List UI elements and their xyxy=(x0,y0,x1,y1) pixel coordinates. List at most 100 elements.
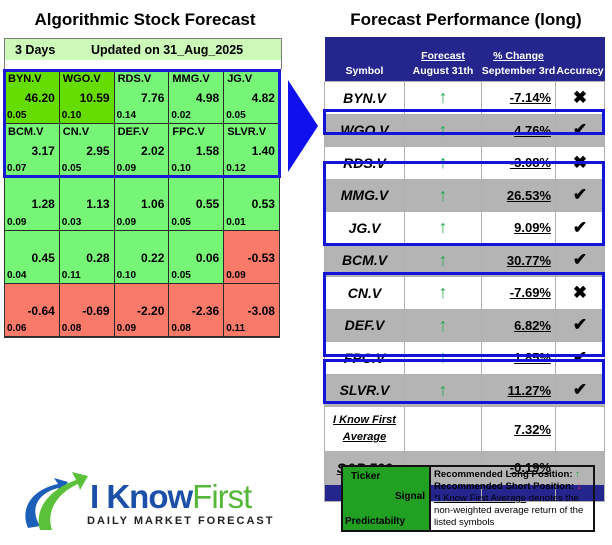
cell-predictability: 0.05 xyxy=(171,269,191,281)
col-forecast: Forecast August 31th xyxy=(404,37,482,82)
row-change[interactable]: 11.27% xyxy=(481,373,556,407)
cell-predictability: 0.05 xyxy=(7,110,27,122)
cell-predictability: 0.06 xyxy=(7,323,27,334)
cell-signal: 46.20 xyxy=(24,91,55,105)
legend-sample-cell: Ticker Signal Predictabilty xyxy=(343,467,431,530)
up-arrow-icon: ↑ xyxy=(575,469,581,480)
row-symbol: BCM.V xyxy=(324,243,405,277)
row-symbol: SLVR.V xyxy=(324,373,405,407)
grid-cell: 0.53 0.01 xyxy=(224,177,279,231)
cell-ticker: DEF.V xyxy=(117,126,149,139)
row-symbol: FPC.V xyxy=(324,341,405,375)
cell-predictability: 0.10 xyxy=(61,110,82,122)
grid-cell: 0.55 0.05 xyxy=(169,177,225,231)
row-change[interactable]: -3.08% xyxy=(481,146,556,180)
grid-cell: -2.36 0.08 xyxy=(169,283,225,337)
row-change[interactable]: 30.77% xyxy=(481,243,556,277)
benchmark-change[interactable]: -0.19% xyxy=(481,451,556,485)
row-change[interactable]: -7.14% xyxy=(481,81,556,115)
cell-ticker: BYN.V xyxy=(8,73,42,85)
cell-predictability: 0.09 xyxy=(116,163,137,175)
cell-predictability: 0.08 xyxy=(61,323,82,334)
grid-cell: -2.20 0.09 xyxy=(114,283,170,337)
cell-signal: 1.13 xyxy=(86,197,110,212)
grid-cell: DEF.V 2.02 0.09 xyxy=(114,124,170,178)
grid-cell: RDS.V 7.76 0.14 xyxy=(114,71,170,125)
cell-signal: 10.59 xyxy=(79,91,110,105)
cell-signal: -0.69 xyxy=(82,303,110,318)
cross-icon: ✖ xyxy=(555,276,605,310)
cell-signal: 0.22 xyxy=(141,250,165,265)
col-accuracy: Accuracy xyxy=(555,37,605,82)
up-arrow-icon: ↑ xyxy=(404,341,482,375)
legend-box: Ticker Signal Predictabilty Recommended … xyxy=(341,465,595,532)
cross-icon: ✖ xyxy=(555,81,605,115)
cell-predictability: 0.10 xyxy=(116,269,137,281)
cell-ticker: WGO.V xyxy=(62,73,101,85)
row-change[interactable]: 1.85% xyxy=(481,341,556,375)
table-row: MMG.V ↑ 26.53% ✔ xyxy=(324,178,605,212)
logo-tagline: DAILY MARKET FORECAST xyxy=(87,515,275,527)
cell-predictability: 0.05 xyxy=(226,110,246,122)
cell-predictability: 0.09 xyxy=(226,269,246,281)
cell-predictability: 0.11 xyxy=(226,323,246,334)
cross-icon: ✖ xyxy=(555,146,605,180)
cell-signal: 1.06 xyxy=(141,197,165,212)
grid-cell: BCM.V 3.17 0.07 xyxy=(5,124,60,178)
check-icon: ✔ xyxy=(555,211,605,245)
cell-signal: -3.08 xyxy=(247,303,275,318)
row-change[interactable]: 4.76% xyxy=(481,113,556,147)
legend-ticker: Ticker xyxy=(351,471,381,482)
up-arrow-icon: ↑ xyxy=(404,243,482,277)
table-row: RDS.V ↑ -3.08% ✖ xyxy=(324,146,605,180)
cell-signal: 2.02 xyxy=(141,144,165,159)
up-arrow-icon: ↑ xyxy=(404,276,482,310)
col-change: % Change September 3rd xyxy=(481,37,556,82)
grid-cell: CN.V 2.95 0.05 xyxy=(59,124,115,178)
row-change[interactable]: 26.53% xyxy=(481,178,556,212)
table-row: JG.V ↑ 9.09% ✔ xyxy=(324,211,605,245)
grid-cell: 1.28 0.09 xyxy=(5,177,60,231)
cell-signal: 1.28 xyxy=(31,197,55,212)
grid-cell: SLVR.V 1.40 0.12 xyxy=(224,124,279,178)
table-row: BCM.V ↑ 30.77% ✔ xyxy=(324,243,605,277)
grid-cell: 0.28 0.11 xyxy=(59,230,115,284)
row-symbol: CN.V xyxy=(324,276,405,310)
i-know-first-logo: I KnowFirst DAILY MARKET FORECAST xyxy=(20,470,280,532)
up-arrow-icon: ↑ xyxy=(404,81,482,115)
cell-ticker: CN.V xyxy=(62,126,90,139)
forecast-heatmap: BYN.V 46.20 0.05 WGO.V 10.59 0.10 RDS.V 7.76 0.1… xyxy=(4,70,280,338)
cell-predictability: 0.10 xyxy=(171,163,191,175)
average-label[interactable]: I Know First Average xyxy=(324,406,405,452)
table-row: FPC.V ↑ 1.85% ✔ xyxy=(324,341,605,375)
grid-cell: JG.V 4.82 0.05 xyxy=(224,71,279,125)
row-change[interactable]: 9.09% xyxy=(481,211,556,245)
logo-brand: I KnowFirst xyxy=(90,478,252,515)
check-icon: ✔ xyxy=(555,341,605,375)
cell-signal: -0.64 xyxy=(27,303,55,318)
cell-signal: 1.58 xyxy=(195,144,220,159)
performance-table: Symbol Forecast August 31th % Change Septe… xyxy=(324,37,605,502)
average-change[interactable]: 7.32% xyxy=(481,406,556,452)
grid-cell: -3.08 0.11 xyxy=(224,283,279,337)
table-row: WGO.V ↑ 4.76% ✔ xyxy=(324,113,605,147)
cell-signal: -2.36 xyxy=(191,303,220,318)
grid-cell: MMG.V 4.98 0.02 xyxy=(169,71,225,125)
check-icon: ✔ xyxy=(555,373,605,407)
legend-text: Recommended Long Position: ↑ Recommended… xyxy=(431,467,593,530)
cell-predictability: 0.08 xyxy=(171,323,191,334)
legend-note-link[interactable]: *I Know First Average xyxy=(434,493,527,504)
cell-predictability: 0.09 xyxy=(116,323,137,334)
cell-signal: -0.53 xyxy=(247,250,275,265)
grid-cell: -0.53 0.09 xyxy=(224,230,279,284)
row-change[interactable]: 6.82% xyxy=(481,308,556,342)
row-change[interactable]: -7.69% xyxy=(481,276,556,310)
cell-predictability: 0.05 xyxy=(171,216,191,228)
grid-cell: -0.64 0.06 xyxy=(5,283,60,337)
cell-signal: 0.06 xyxy=(195,250,220,265)
table-row: SLVR.V ↑ 11.27% ✔ xyxy=(324,373,605,407)
cell-signal: -2.20 xyxy=(137,303,165,318)
down-arrow-icon: ↓ xyxy=(576,481,582,492)
cell-signal: 4.98 xyxy=(195,91,220,105)
up-arrow-icon: ↑ xyxy=(404,373,482,407)
